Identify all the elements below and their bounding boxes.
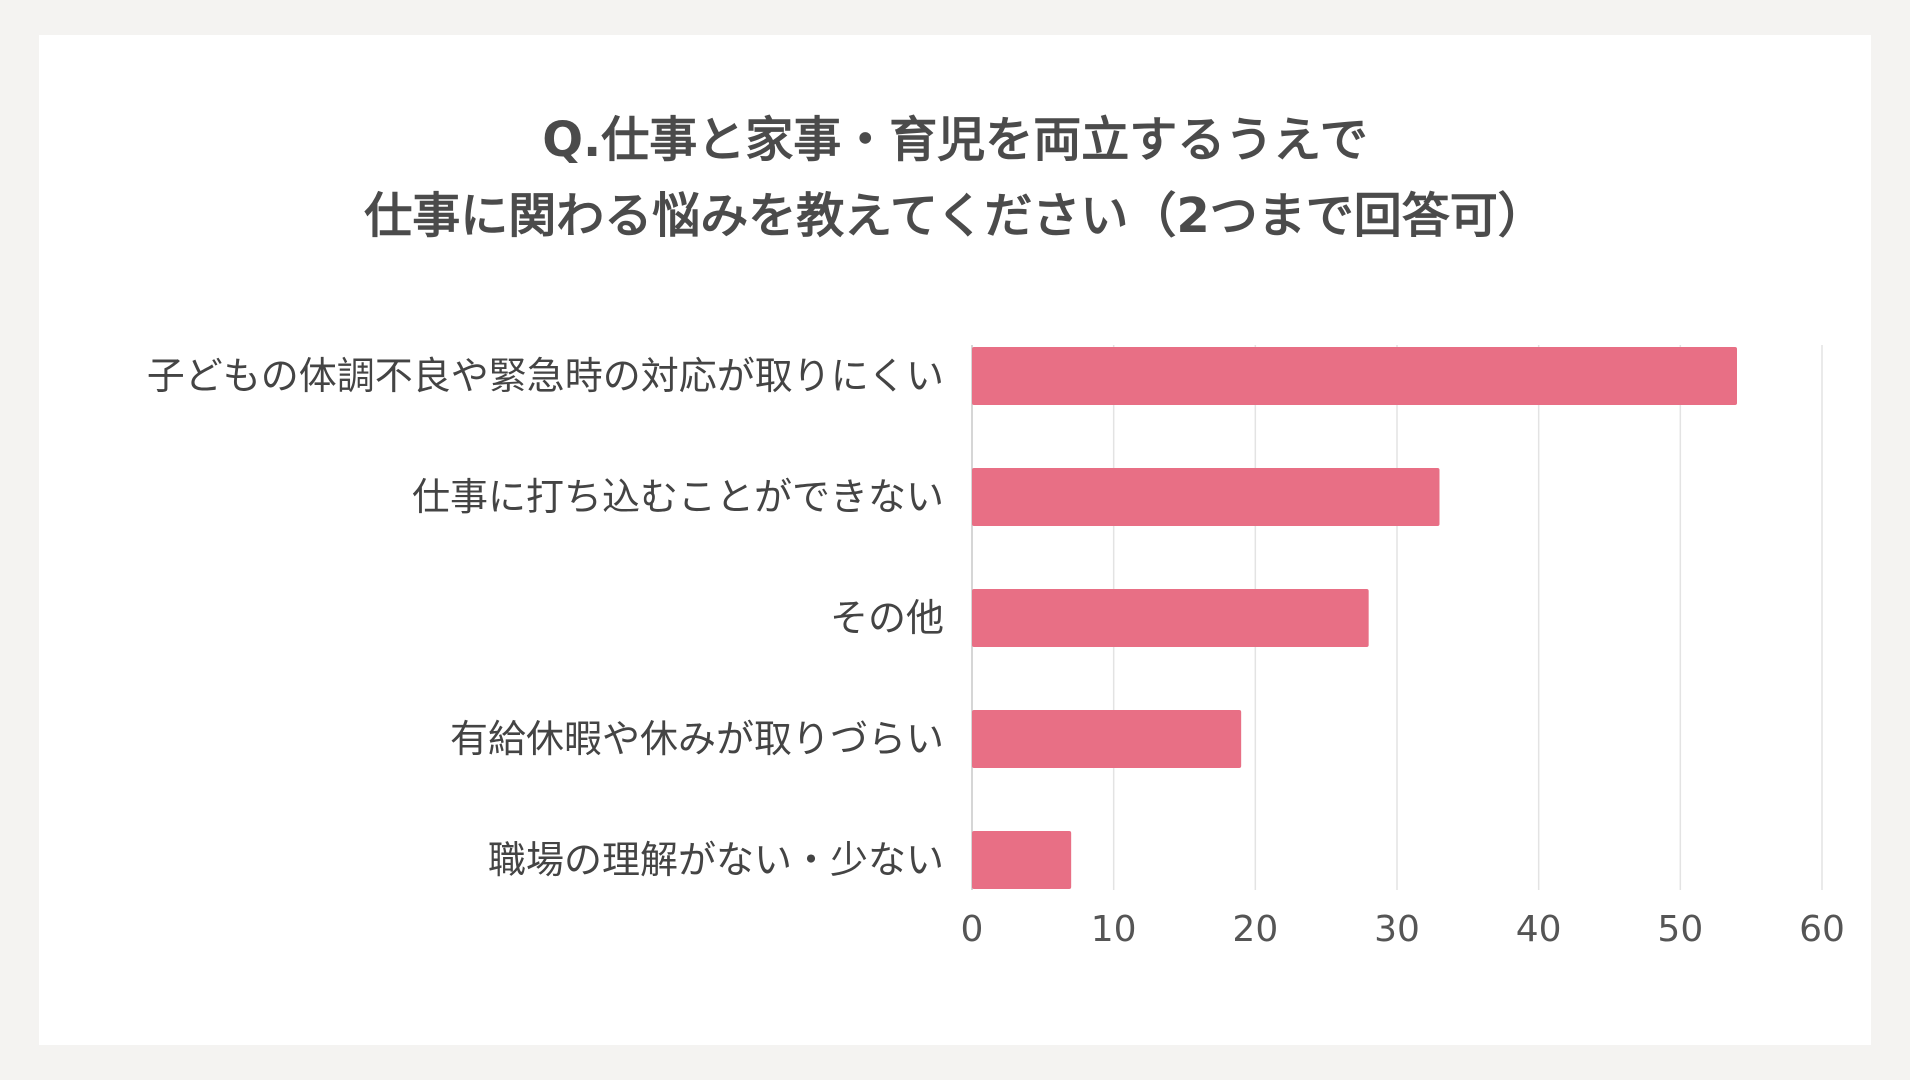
chart-card xyxy=(39,35,1871,1045)
bar xyxy=(972,468,1440,526)
category-label: 有給休暇や休みが取りづらい xyxy=(450,717,944,761)
x-tick-label: 50 xyxy=(1657,909,1703,950)
bar xyxy=(972,710,1242,768)
x-tick-label: 60 xyxy=(1799,909,1845,950)
x-tick-labels: 0 10 20 30 40 50 60 xyxy=(961,909,1845,950)
x-tick-label: 0 xyxy=(961,909,984,950)
gridlines xyxy=(971,345,1823,890)
x-tick-label: 30 xyxy=(1374,909,1420,950)
category-label: 職場の理解がない・少ない xyxy=(488,838,944,882)
chart-title-line-2: 仕事に関わる悩みを教えてください（2つまで回答可） xyxy=(364,188,1546,244)
bar xyxy=(972,831,1072,889)
category-label: 仕事に打ち込むことができない xyxy=(412,475,944,519)
x-tick-label: 20 xyxy=(1232,909,1278,950)
chart-title: Q.仕事と家事・育児を両立するうえで 仕事に関わる悩みを教えてください（2つまで… xyxy=(0,102,1910,254)
chart-title-line-1: Q.仕事と家事・育児を両立するうえで xyxy=(542,112,1368,168)
category-label: 子どもの体調不良や緊急時の対応が取りにくい xyxy=(147,354,944,398)
bars xyxy=(972,347,1737,889)
x-tick-label: 40 xyxy=(1516,909,1562,950)
category-labels: 子どもの体調不良や緊急時の対応が取りにくい仕事に打ち込むことができないその他有給… xyxy=(147,354,944,882)
x-tick-label: 10 xyxy=(1091,909,1137,950)
bar xyxy=(972,589,1369,647)
category-label: その他 xyxy=(830,596,944,640)
bar xyxy=(972,347,1737,405)
